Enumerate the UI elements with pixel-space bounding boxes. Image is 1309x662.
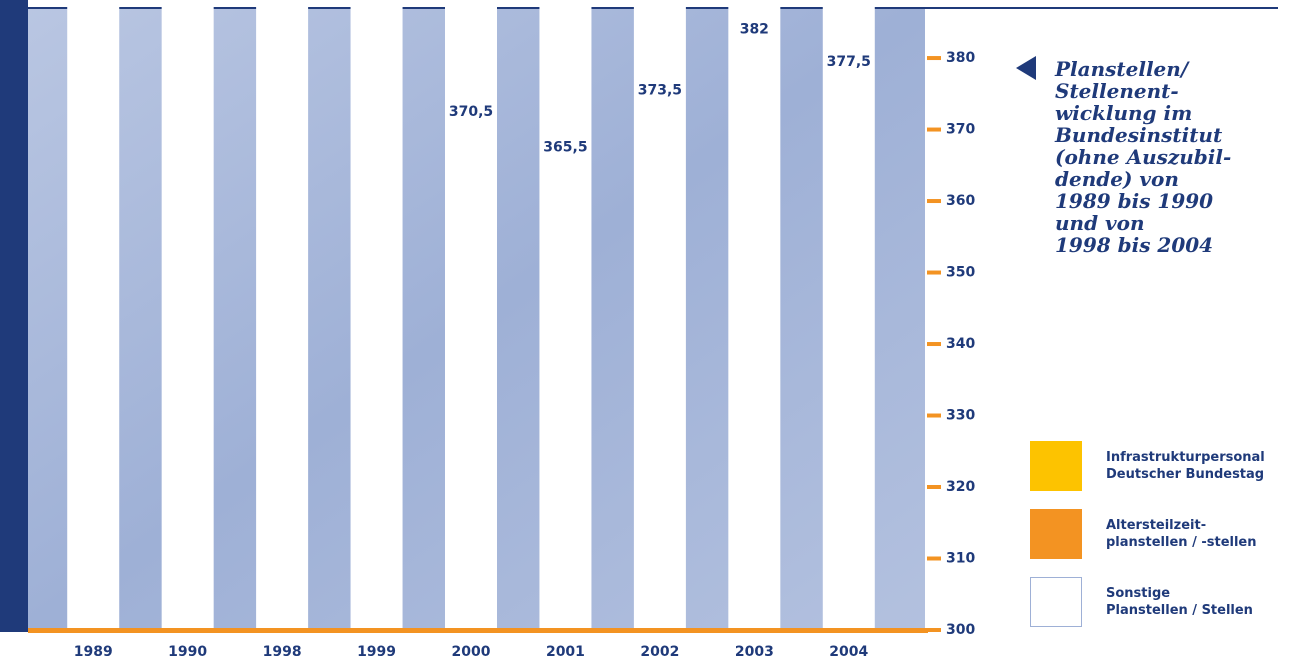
x-tick-label: 2001	[546, 644, 585, 660]
title-pointer	[1016, 56, 1036, 80]
y-tick-label: 350	[946, 265, 975, 281]
legend-swatch	[1030, 509, 1082, 559]
total-label: 370,5	[449, 104, 493, 120]
bar-segment	[728, 0, 780, 630]
bar-segment	[539, 0, 591, 630]
total-label: 377,5	[827, 54, 871, 70]
y-tick-label: 380	[946, 50, 975, 66]
legend: Infrastrukturpersonal Deutscher Bundesta…	[1030, 440, 1309, 644]
bar-segment	[67, 0, 119, 630]
legend-swatch	[1030, 577, 1082, 627]
x-tick-label: 1990	[168, 644, 207, 660]
legend-label: Infrastrukturpersonal Deutscher Bundesta…	[1106, 449, 1265, 483]
y-tick-label: 300	[946, 622, 975, 638]
total-label: 365,5	[543, 140, 587, 156]
total-label: 382	[740, 22, 769, 38]
x-tick-label: 2003	[735, 644, 774, 660]
legend-item: Altersteilzeit- planstellen / -stellen	[1030, 508, 1309, 560]
bar-segment	[823, 0, 875, 630]
x-tick-label: 1999	[357, 644, 396, 660]
total-label: 373,5	[638, 83, 682, 99]
bar-segment	[445, 0, 497, 630]
y-tick-label: 340	[946, 336, 975, 352]
bar-segment	[351, 0, 403, 630]
x-tick-label: 2002	[640, 644, 679, 660]
x-tick-label: 1989	[74, 644, 113, 660]
x-tick-label: 1998	[263, 644, 302, 660]
legend-label: Sonstige Planstellen / Stellen	[1106, 585, 1253, 619]
y-tick-label: 320	[946, 479, 975, 495]
y-tick-label: 370	[946, 122, 975, 138]
legend-item: Infrastrukturpersonal Deutscher Bundesta…	[1030, 440, 1309, 492]
legend-item: Sonstige Planstellen / Stellen	[1030, 576, 1309, 628]
baseline	[28, 628, 928, 633]
left-band	[0, 0, 28, 632]
chart-title: Planstellen/ Stellenent- wicklung im Bun…	[1055, 58, 1305, 256]
legend-swatch	[1030, 441, 1082, 491]
bar-segment	[256, 0, 308, 630]
y-tick-label: 330	[946, 408, 975, 424]
bar-segment	[162, 0, 214, 630]
x-tick-label: 2004	[829, 644, 868, 660]
page: {"chart_data": {"type": "stacked-bar", "…	[0, 0, 1309, 662]
y-tick-label: 360	[946, 193, 975, 209]
x-tick-label: 2000	[452, 644, 491, 660]
y-tick-label: 310	[946, 551, 975, 567]
legend-label: Altersteilzeit- planstellen / -stellen	[1106, 517, 1257, 551]
